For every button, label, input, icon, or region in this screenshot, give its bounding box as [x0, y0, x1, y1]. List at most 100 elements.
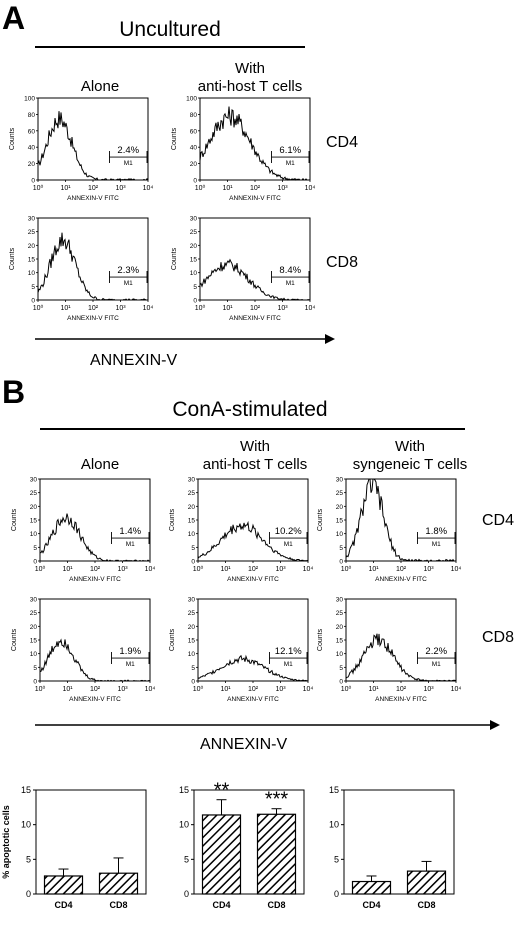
histogram-ytick: 10	[30, 651, 38, 658]
histogram-ytick: 100	[24, 96, 35, 103]
significance-marker: ***	[265, 789, 289, 811]
histogram-ytick: 80	[190, 112, 198, 119]
histogram-frame	[345, 598, 457, 682]
histogram-ytick: 30	[30, 477, 38, 484]
bar-category-label: CD4	[362, 900, 380, 910]
histogram-xtick: 10³	[115, 305, 126, 312]
histogram-xtick: 10⁴	[451, 686, 462, 693]
histogram-ytick: 0	[193, 298, 197, 305]
histogram-xtick: 10⁴	[305, 185, 316, 192]
gate-label: M1	[286, 280, 295, 287]
histogram-frame	[197, 478, 309, 562]
histogram-ytick: 25	[30, 610, 38, 617]
histogram-ytick: 10	[30, 531, 38, 538]
gate-percent: 2.2%	[425, 646, 447, 657]
histogram-ytick: 20	[188, 504, 196, 511]
histogram-xtick: 10⁰	[35, 685, 46, 693]
histogram-xlabel: ANNEXIN-V FITC	[229, 315, 281, 322]
histogram-svg: Counts 0 5 10 15 20 25 30 10⁰ 10¹ 10² 10³ 10⁴ ANNEXIN…	[9, 216, 154, 323]
histogram-ytick: 15	[30, 638, 38, 645]
histogram-xtick: 10⁰	[193, 565, 204, 573]
histogram-xtick: 10¹	[62, 686, 73, 693]
gate-label: M1	[432, 661, 441, 668]
histogram-svg: Counts 0 20 40 60 80 100 10⁰ 10¹ 10² 10³ 10⁴ ANNEXIN…	[171, 96, 316, 203]
bar-chart-svg: % apoptotic cells 0 5 10 15 CD4 CD8	[1, 785, 147, 910]
histogram-ytick: 20	[28, 161, 36, 168]
panel-b-title: ConA-stimulated	[172, 398, 328, 421]
panel-b-title-rule	[40, 428, 465, 430]
histogram-ytick: 40	[28, 145, 36, 152]
gate-percent: 1.4%	[119, 526, 141, 537]
histogram-ytick: 60	[28, 128, 36, 135]
histogram-frame	[199, 97, 311, 181]
histogram-xlabel: ANNEXIN-V FITC	[69, 576, 121, 583]
histogram-b-cd8-antihost: Counts 0 5 10 15 20 25 30 10⁰ 10¹ 10² 10³ 10⁴ ANNEXIN…	[164, 593, 314, 716]
bar-ytick: 15	[179, 785, 189, 795]
bar-cd8	[406, 870, 447, 895]
bar-ytick: 0	[184, 889, 189, 899]
histogram-xtick: 10³	[117, 686, 128, 693]
histogram-xtick: 10³	[277, 305, 288, 312]
histogram-b-cd4-syngeneic: Counts 0 5 10 15 20 25 30 10⁰ 10¹ 10² 10³ 10⁴ ANNEXIN…	[312, 473, 462, 596]
histogram-ytick: 5	[31, 284, 35, 291]
histogram-xtick: 10¹	[222, 185, 233, 192]
histogram-ytick: 10	[188, 531, 196, 538]
bar-ytick: 5	[184, 854, 189, 864]
histogram-xtick: 10⁴	[143, 185, 154, 192]
bar-ytick: 10	[179, 820, 189, 830]
histogram-ytick: 20	[188, 624, 196, 631]
histogram-xtick: 10¹	[62, 566, 73, 573]
histogram-frame	[37, 217, 149, 301]
histogram-ylabel: Counts	[11, 628, 18, 651]
histogram-xtick: 10⁰	[35, 565, 46, 573]
gate-label: M1	[286, 160, 295, 167]
histogram-svg: Counts 0 5 10 15 20 25 30 10⁰ 10¹ 10² 10³ 10⁴ ANNEXIN…	[171, 216, 315, 323]
histogram-ytick: 20	[30, 624, 38, 631]
histogram-ytick: 60	[190, 128, 198, 135]
histogram-ytick: 30	[188, 477, 196, 484]
significance-marker: **	[214, 780, 230, 802]
histogram-ytick: 25	[190, 229, 198, 236]
histogram-ytick: 15	[188, 518, 196, 525]
histogram-svg: Counts 0 20 40 60 80 100 10⁰ 10¹ 10² 10³ 10⁴ ANNEXIN…	[9, 96, 154, 203]
gate-percent: 2.3%	[117, 265, 139, 276]
histogram-curve	[37, 111, 149, 181]
histogram-ytick: 30	[188, 597, 196, 604]
histogram-ytick: 10	[28, 270, 36, 277]
histogram-ytick: 100	[186, 96, 197, 103]
histogram-ytick: 15	[188, 638, 196, 645]
bar-frame	[35, 789, 147, 895]
histogram-ytick: 5	[33, 665, 37, 672]
gate-percent: 1.8%	[425, 526, 447, 537]
histogram-xtick: 10⁰	[33, 184, 44, 192]
bar-ytick: 10	[329, 820, 339, 830]
gate-percent: 10.2%	[275, 526, 302, 537]
histogram-svg: Counts 0 5 10 15 20 25 30 10⁰ 10¹ 10² 10³ 10⁴ ANNEXIN…	[169, 597, 313, 704]
histogram-xtick: 10³	[275, 566, 286, 573]
bar-frame	[193, 789, 305, 895]
histogram-frame	[199, 217, 311, 301]
bar-ytick: 10	[21, 820, 31, 830]
histogram-xtick: 10⁰	[195, 304, 206, 312]
histogram-xtick: 10⁴	[143, 305, 154, 312]
histogram-ytick: 0	[33, 679, 37, 686]
histogram-xtick: 10⁰	[341, 565, 352, 573]
gate-percent: 8.4%	[279, 265, 301, 276]
histogram-ytick: 0	[339, 559, 343, 566]
histogram-xlabel: ANNEXIN-V FITC	[67, 195, 119, 202]
histogram-ytick: 25	[188, 490, 196, 497]
histogram-ylabel: Counts	[317, 508, 324, 531]
histogram-xtick: 10³	[277, 185, 288, 192]
bar-category-label: CD4	[54, 900, 72, 910]
panel-b-col-antihost: With anti-host T cells	[202, 438, 308, 473]
histogram-xtick: 10²	[250, 185, 261, 192]
histogram-ylabel: Counts	[11, 508, 18, 531]
histogram-ytick: 30	[30, 597, 38, 604]
histogram-xtick: 10²	[88, 185, 99, 192]
histogram-xtick: 10¹	[220, 686, 231, 693]
bar-category-label: CD8	[267, 900, 285, 910]
bar-ytick: 5	[26, 854, 31, 864]
histogram-ytick: 5	[191, 545, 195, 552]
histogram-ytick: 0	[339, 679, 343, 686]
histogram-ytick: 80	[28, 112, 36, 119]
